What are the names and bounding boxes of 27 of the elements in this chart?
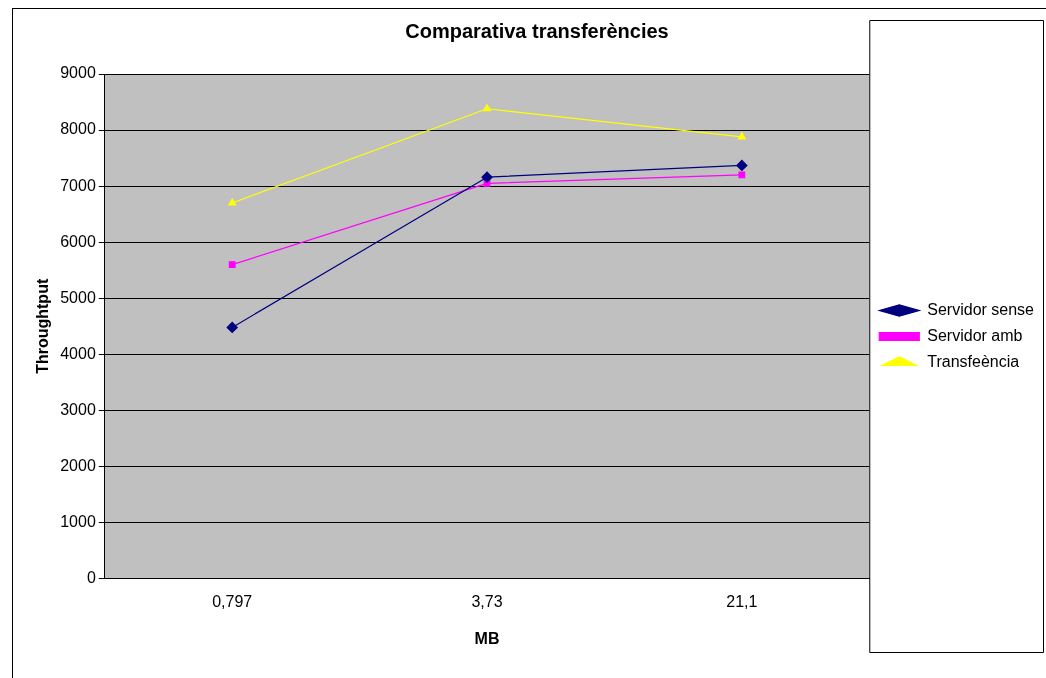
y-tick-label: 0 [86, 569, 96, 587]
y-tick-label: 8000 [60, 120, 96, 138]
x-axis-title: MB [474, 629, 500, 647]
point [738, 171, 746, 179]
y-tick-label: 1000 [60, 512, 96, 530]
y-tick-label: 7000 [60, 176, 96, 194]
point [228, 261, 236, 269]
y-tick-label: 6000 [60, 232, 96, 250]
y-tick-label: 4000 [60, 344, 96, 362]
legend-label: Servidor sense [927, 300, 1035, 318]
x-tick-label: 3,73 [471, 592, 503, 610]
y-tick-label: 5000 [60, 288, 96, 306]
legend-label: Transfeència [927, 352, 1020, 370]
chart-title: Comparativa transferències [405, 19, 669, 42]
point [736, 159, 748, 171]
point [737, 132, 746, 140]
legend-label: Servidor amb [927, 326, 1023, 344]
y-tick-label: 2000 [60, 456, 96, 474]
point [481, 171, 493, 183]
point [228, 198, 237, 206]
point [482, 104, 492, 112]
point [226, 321, 238, 334]
y-tick-label: 9000 [60, 64, 96, 82]
x-tick-label: 0,797 [212, 592, 253, 610]
x-tick-label: 21,1 [726, 592, 758, 610]
y-axis-title: Throughtput [34, 278, 52, 374]
y-tick-label: 3000 [60, 400, 96, 418]
